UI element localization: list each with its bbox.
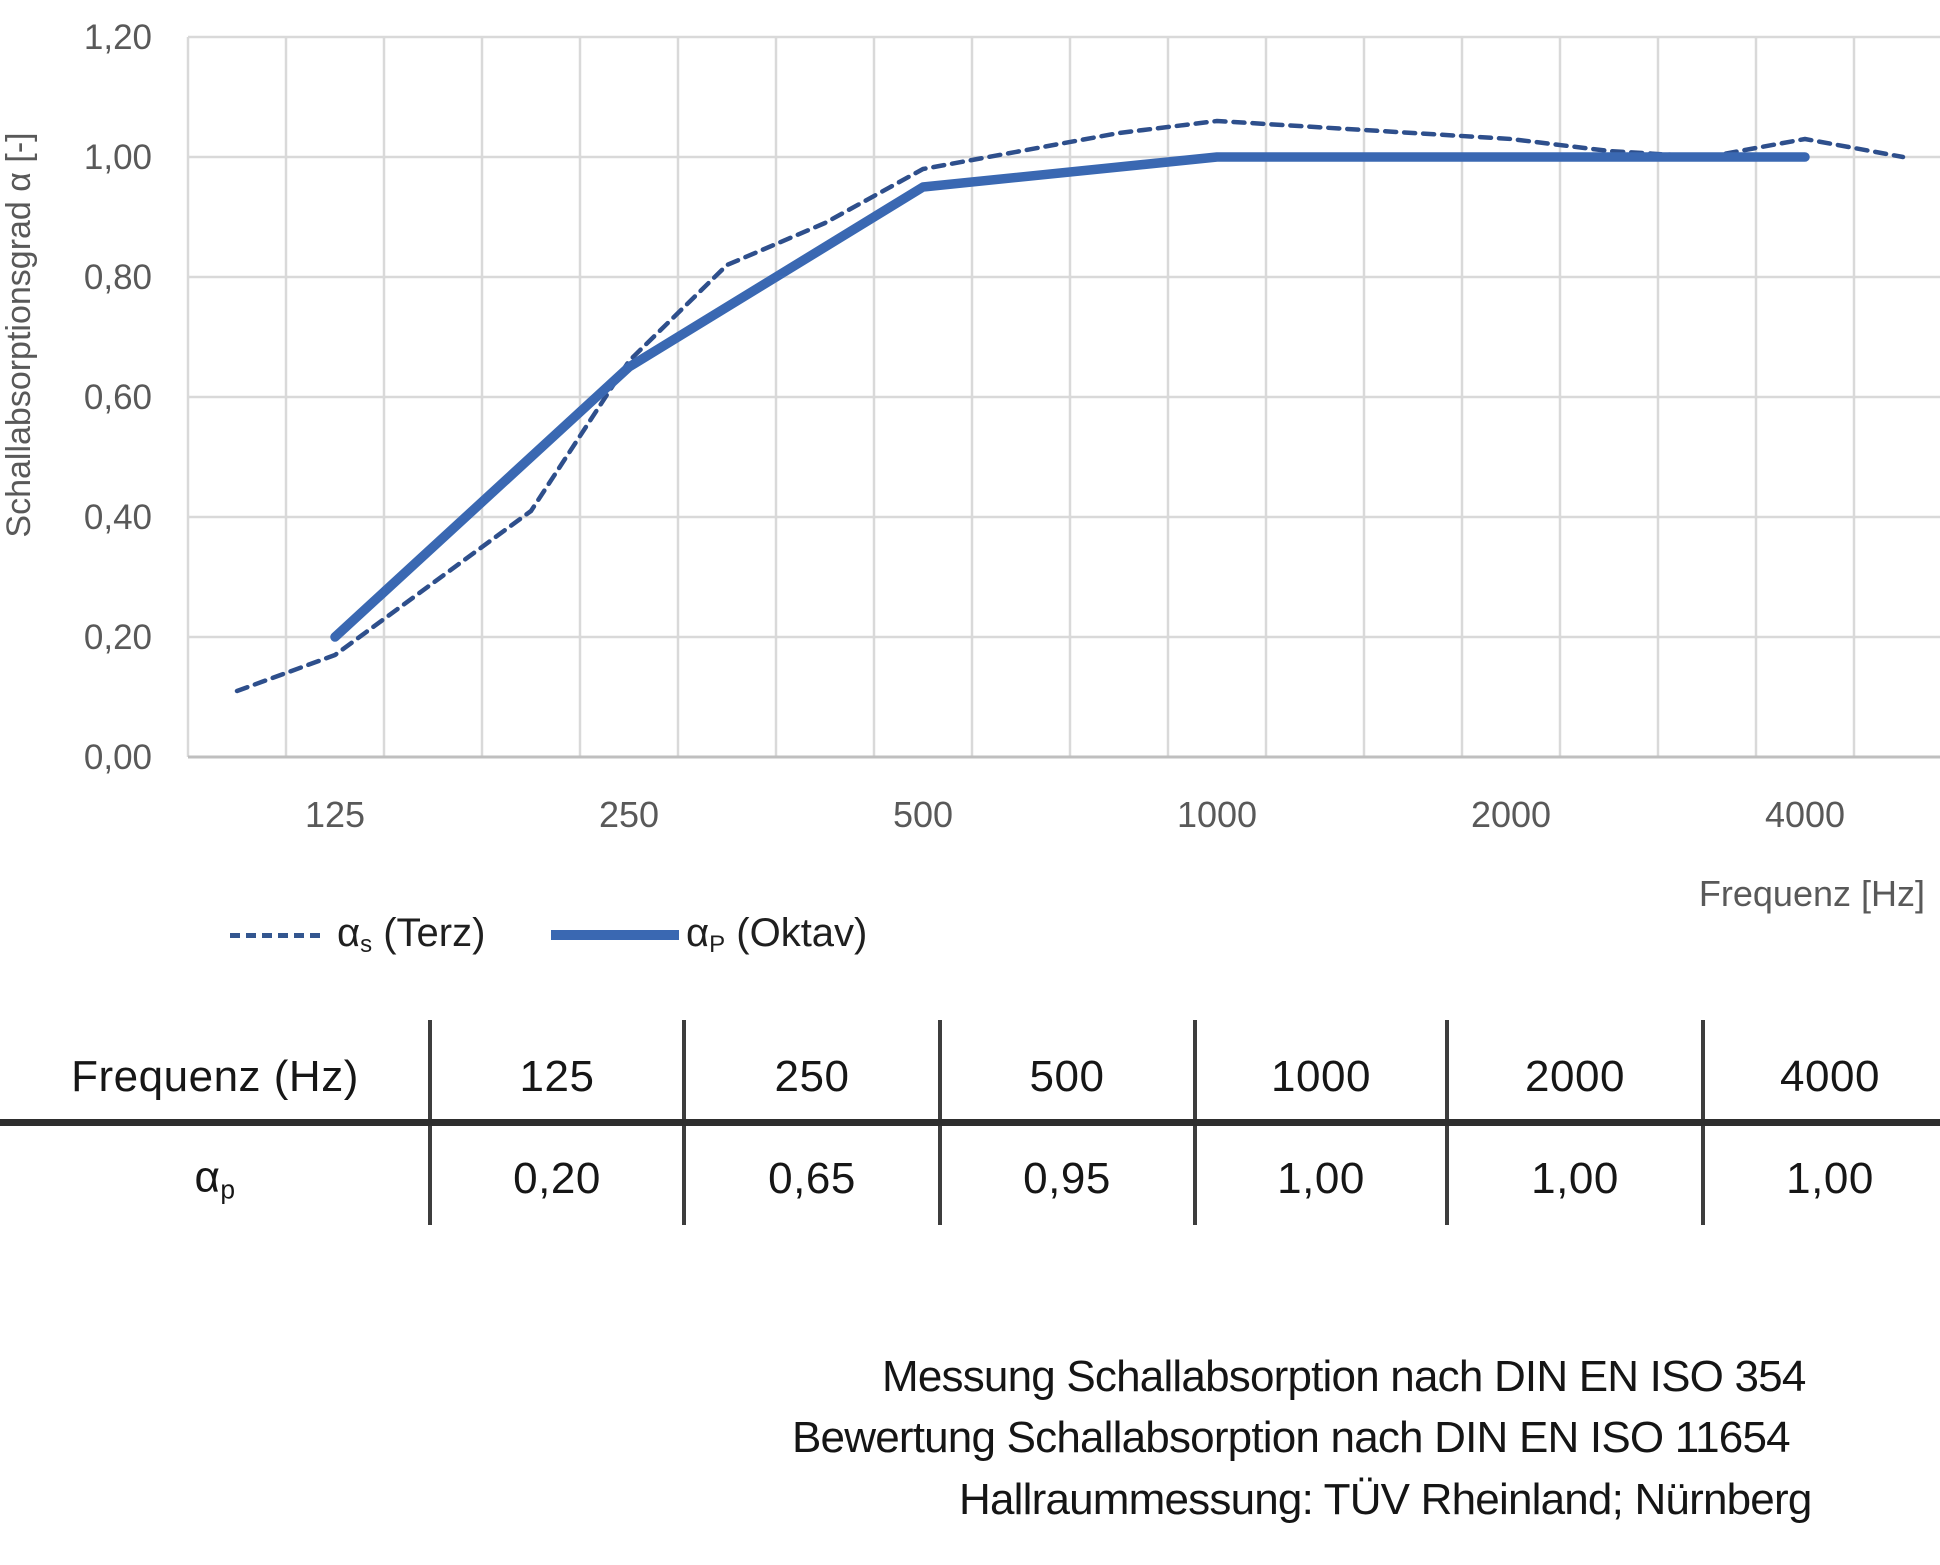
table-value-125: 0,20 [513, 1154, 601, 1203]
legend-oktav-solid-swatch [551, 930, 679, 940]
legend-terz-label: αs (Terz) [337, 911, 486, 958]
y-axis-title: Schallabsorptionsgrad α [-] [0, 132, 38, 537]
footer-line-rating: Bewertung Schallabsorption nach DIN EN I… [792, 1413, 1791, 1462]
x-tick-label: 1000 [1177, 794, 1257, 835]
series-alpha-p-oktav [330, 152, 1810, 642]
table-value-1000: 1,00 [1277, 1154, 1365, 1203]
x-axis-title: Frequenz [Hz] [1699, 873, 1925, 914]
x-tick-label: 2000 [1471, 794, 1551, 835]
table-value-500: 0,95 [1023, 1154, 1111, 1203]
y-tick-label: 0,80 [84, 258, 152, 297]
absorption-chart: 1,20 1,00 0,80 0,60 0,40 0,20 0,00 125 250 500 100… [0, 18, 1940, 914]
series-alpha-s-terz [234, 118, 1906, 694]
legend-oktav-label: αP (Oktav) [686, 911, 868, 958]
y-tick-label: 0,40 [84, 498, 152, 537]
table-value-2000: 1,00 [1531, 1154, 1619, 1203]
y-tick-label: 0,60 [84, 378, 152, 417]
table-header-500: 500 [1029, 1052, 1105, 1101]
table-header-250: 250 [774, 1052, 850, 1101]
table-header-1000: 1000 [1271, 1052, 1371, 1101]
table-header-4000: 4000 [1780, 1052, 1880, 1101]
y-tick-label: 0,00 [84, 738, 152, 777]
x-tick-label: 125 [305, 794, 365, 835]
x-tick-label: 500 [893, 794, 953, 835]
table-header-frequency: Frequenz (Hz) [71, 1052, 359, 1101]
table-header-2000: 2000 [1525, 1052, 1625, 1101]
x-tick-label: 4000 [1765, 794, 1845, 835]
table-value-4000: 1,00 [1786, 1154, 1874, 1203]
table-value-250: 0,65 [768, 1154, 856, 1203]
y-tick-label: 0,20 [84, 618, 152, 657]
legend-terz-dashed-swatch [230, 933, 326, 938]
footer-line-measurement: Messung Schallabsorption nach DIN EN ISO… [882, 1352, 1806, 1401]
y-tick-label: 1,20 [84, 18, 152, 57]
table-row-label-alpha-p: αp [194, 1152, 236, 1205]
footer-line-lab: Hallraummessung: TÜV Rheinland; Nürnberg [959, 1475, 1812, 1524]
table-header-125: 125 [519, 1052, 595, 1101]
x-tick-label: 250 [599, 794, 659, 835]
table-header-rule [0, 1119, 1940, 1126]
y-tick-label: 1,00 [84, 138, 152, 177]
